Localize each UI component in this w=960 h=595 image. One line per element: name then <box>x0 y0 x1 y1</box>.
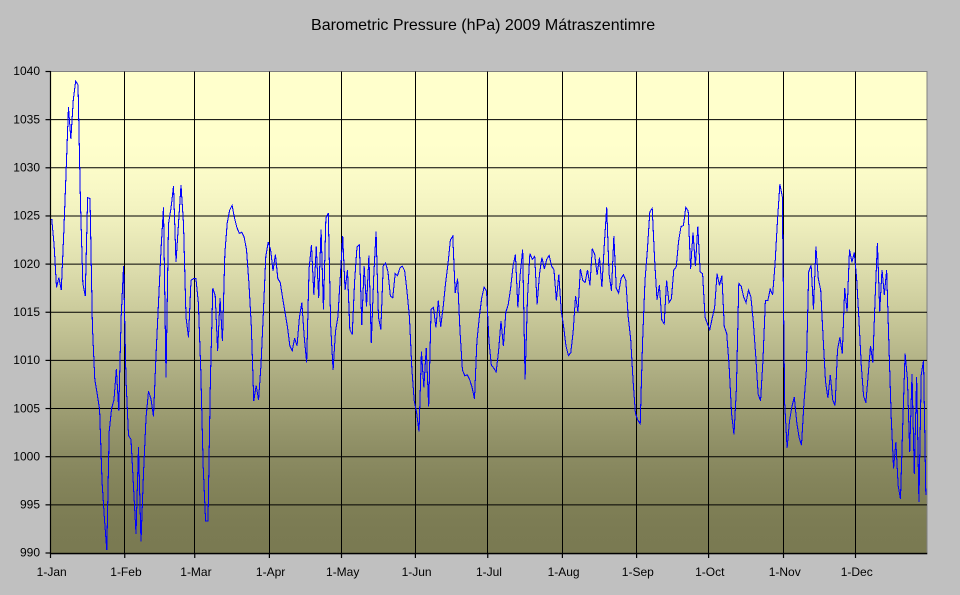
svg-text:1-Jul: 1-Jul <box>476 565 502 579</box>
svg-text:1-Oct: 1-Oct <box>695 565 725 579</box>
svg-text:1040: 1040 <box>13 64 40 78</box>
svg-text:1-Apr: 1-Apr <box>256 565 285 579</box>
svg-text:995: 995 <box>20 498 40 512</box>
svg-text:1000: 1000 <box>13 449 40 463</box>
svg-text:1005: 1005 <box>13 401 40 415</box>
svg-text:1035: 1035 <box>13 112 40 126</box>
svg-text:1-Jan: 1-Jan <box>37 565 67 579</box>
svg-text:1-Dec: 1-Dec <box>841 565 873 579</box>
svg-text:1-Feb: 1-Feb <box>110 565 142 579</box>
svg-text:990: 990 <box>20 546 40 560</box>
svg-text:1030: 1030 <box>13 161 40 175</box>
svg-text:1-Jun: 1-Jun <box>402 565 432 579</box>
svg-text:1-Sep: 1-Sep <box>622 565 654 579</box>
svg-text:1015: 1015 <box>13 305 40 319</box>
svg-text:1025: 1025 <box>13 209 40 223</box>
svg-text:1-Mar: 1-Mar <box>180 565 211 579</box>
svg-text:1-May: 1-May <box>326 565 359 579</box>
svg-text:1020: 1020 <box>13 257 40 271</box>
svg-text:Barometric Pressure (hPa) 2009: Barometric Pressure (hPa) 2009 Mátraszen… <box>311 17 655 34</box>
svg-text:1010: 1010 <box>13 353 40 367</box>
svg-text:1-Aug: 1-Aug <box>548 565 580 579</box>
svg-text:1-Nov: 1-Nov <box>769 565 801 579</box>
